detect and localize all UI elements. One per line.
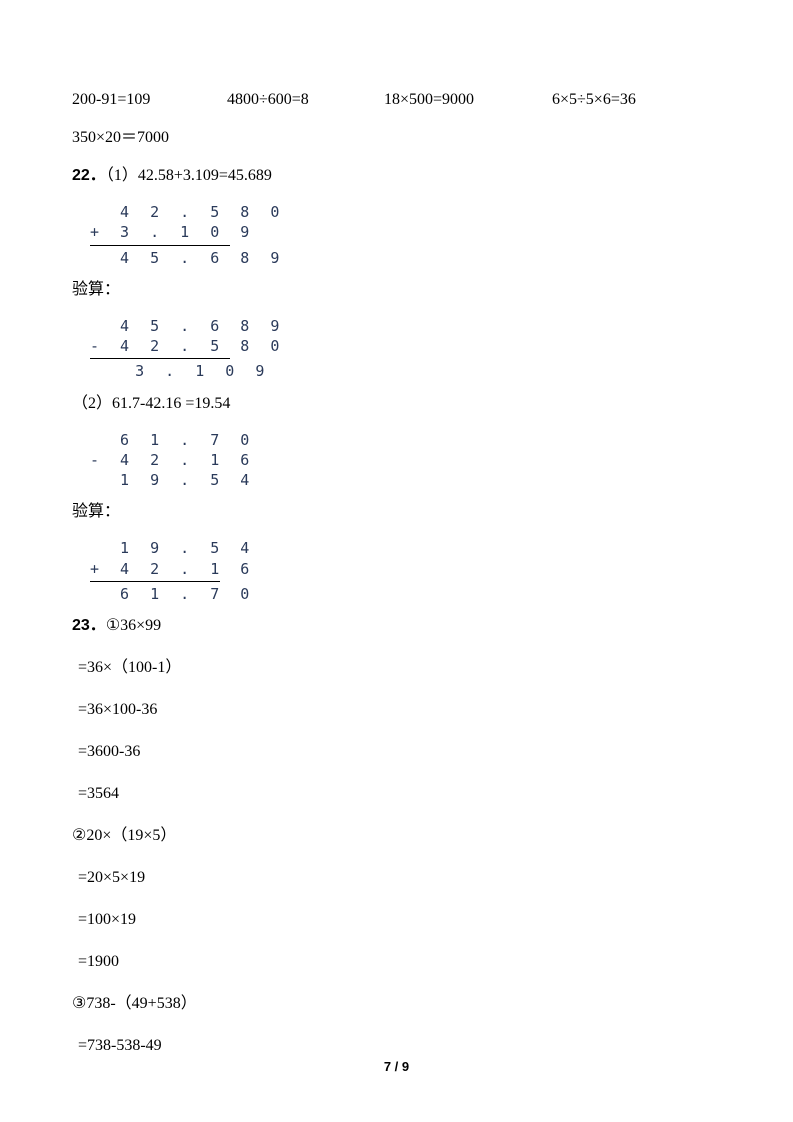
q23-p1-step: =3600-36 <box>78 740 721 764</box>
top-equations-row: 200-91=109 4800÷600=8 18×500=9000 6×5÷5×… <box>72 88 721 112</box>
calc-row: 1 9 . 5 4 <box>90 470 721 490</box>
calc-row: + 3 . 1 0 9 <box>90 222 721 242</box>
eq-line-2: 350×20＝7000 <box>72 126 721 150</box>
calc-row: 6 1 . 7 0 <box>90 584 721 604</box>
page-footer: 7 / 9 <box>0 1059 793 1074</box>
calc-rule <box>90 245 230 246</box>
q22-part2-title: （2）61.7-42.16 =19.54 <box>72 392 721 416</box>
q22-part2-calc: 6 1 . 7 0 - 4 2 . 1 6 1 9 . 5 4 <box>90 430 721 491</box>
page: 200-91=109 4800÷600=8 18×500=9000 6×5÷5×… <box>0 0 793 1122</box>
q23-p2-step: =100×19 <box>78 908 721 932</box>
calc-row: - 4 2 . 1 6 <box>90 450 721 470</box>
q23-p2-head: ②20×（19×5） <box>72 824 721 848</box>
calc-row: 4 5 . 6 8 9 <box>90 248 721 268</box>
q23-p3-head: ③738-（49+538） <box>72 992 721 1016</box>
calc-row: - 4 2 . 5 8 0 <box>90 336 721 356</box>
q23-p1-step: =36×100-36 <box>78 698 721 722</box>
q23-p2-step: =20×5×19 <box>78 866 721 890</box>
q22-part1-calc: 4 2 . 5 8 0 + 3 . 1 0 9 4 5 . 6 8 9 <box>90 202 721 268</box>
q23-p1-step: =36×（100-1） <box>78 656 721 680</box>
calc-row: 4 5 . 6 8 9 <box>90 316 721 336</box>
eq-a: 200-91=109 <box>72 88 227 112</box>
calc-rule <box>90 581 220 582</box>
q23-p3-step: =738-538-49 <box>78 1034 721 1058</box>
q23-p1-head: ①36×99 <box>106 617 161 634</box>
q22-part2-check: 1 9 . 5 4 + 4 2 . 1 6 6 1 . 7 0 <box>90 538 721 604</box>
q22-heading: 22．（1）42.58+3.109=45.689 <box>72 164 721 188</box>
q23-label: 23． <box>72 617 106 634</box>
calc-rule <box>90 358 230 359</box>
eq-d: 6×5÷5×6=36 <box>552 88 636 112</box>
calc-row: + 4 2 . 1 6 <box>90 559 721 579</box>
calc-row: 3 . 1 0 9 <box>90 361 721 381</box>
eq-c: 18×500=9000 <box>384 88 552 112</box>
q22-part1-check: 4 5 . 6 8 9 - 4 2 . 5 8 0 3 . 1 0 9 <box>90 316 721 382</box>
q22-label: 22． <box>72 167 106 184</box>
q22-part1-check-label: 验算： <box>72 278 721 302</box>
q23-heading: 23．①36×99 <box>72 614 721 638</box>
calc-row: 4 2 . 5 8 0 <box>90 202 721 222</box>
q22-part2-check-label: 验算： <box>72 500 721 524</box>
calc-row: 1 9 . 5 4 <box>90 538 721 558</box>
q23-p2-step: =1900 <box>78 950 721 974</box>
q23-p1-step: =3564 <box>78 782 721 806</box>
eq-b: 4800÷600=8 <box>227 88 384 112</box>
calc-row: 6 1 . 7 0 <box>90 430 721 450</box>
q22-part1-title: （1）42.58+3.109=45.689 <box>106 167 272 184</box>
